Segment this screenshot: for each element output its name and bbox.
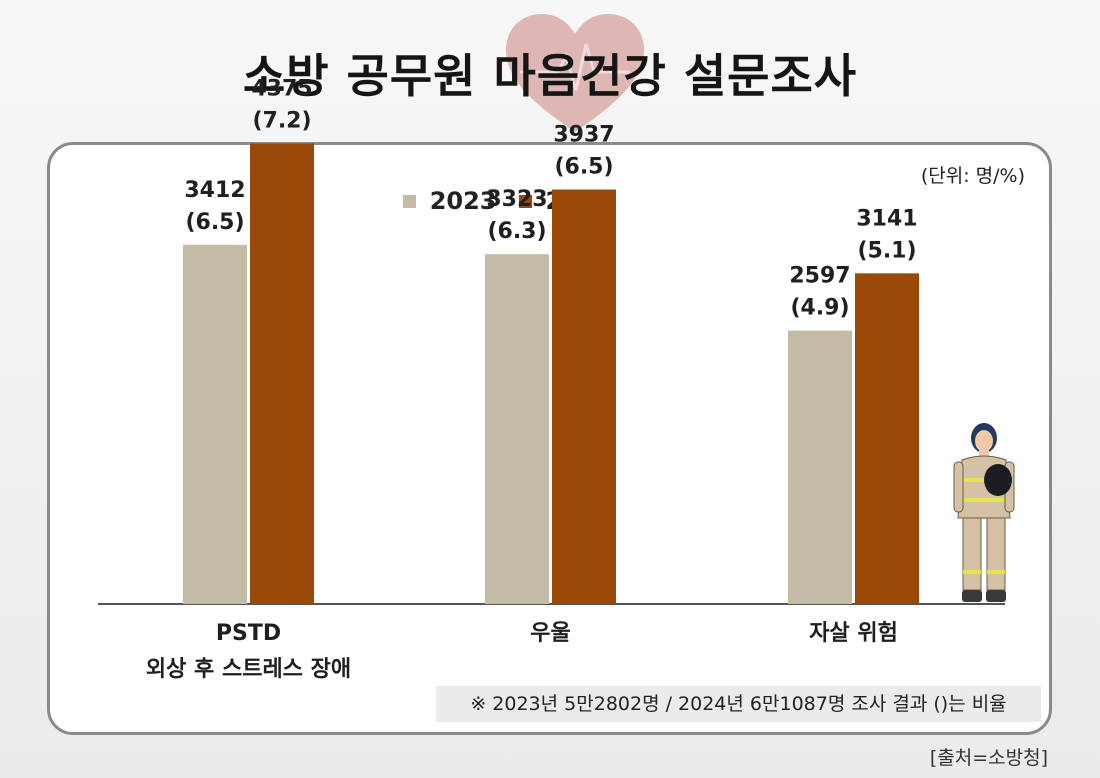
legend-swatch-2023	[402, 194, 416, 208]
value-label-2023-1: 3323	[486, 187, 547, 212]
bar-2024-0	[250, 143, 314, 604]
ratio-label-2023-1: (6.3)	[487, 219, 546, 244]
value-label-2024-1: 3937	[553, 123, 614, 148]
category-label-1-0: 우울	[530, 621, 570, 646]
ratio-label-2024-2: (5.1)	[857, 238, 916, 263]
footnote: ※ 2023년 5만2802명 / 2024년 6만1087명 조사 결과 ()…	[436, 686, 1041, 722]
ratio-label-2024-0: (7.2)	[252, 108, 311, 133]
ratio-label-2023-2: (4.9)	[790, 296, 849, 321]
bar-2024-1	[552, 189, 616, 605]
value-label-2023-0: 3412	[184, 178, 245, 203]
legend-label-2023: 2023	[429, 187, 497, 215]
category-label-0-1: 외상 후 스트레스 장애	[146, 657, 351, 682]
value-label-2023-2: 2597	[789, 264, 850, 289]
source-note: [출처=소방청]	[929, 747, 1048, 769]
bar-2023-0	[183, 244, 247, 604]
bar-2023-1	[485, 254, 549, 605]
bar-2024-2	[855, 273, 919, 604]
legend-swatch-2024	[518, 194, 532, 208]
category-label-2-0: 자살 위험	[809, 620, 898, 646]
ratio-label-2023-0: (6.5)	[185, 210, 244, 235]
firefighter-illustration	[953, 423, 1015, 602]
unit-note: (단위: 명/%)	[920, 165, 1025, 187]
category-label-0-0: PSTD	[216, 621, 281, 646]
ratio-label-2024-1: (6.5)	[554, 155, 613, 180]
bar-2023-2	[788, 330, 852, 604]
page-title: 소방 공무원 마음건강 설문조사	[242, 49, 858, 103]
heart-icon	[506, 14, 644, 132]
value-label-2024-2: 3141	[856, 206, 917, 231]
legend-item-2023: 2023	[402, 187, 497, 215]
value-label-2024-0: 4375	[251, 76, 312, 101]
